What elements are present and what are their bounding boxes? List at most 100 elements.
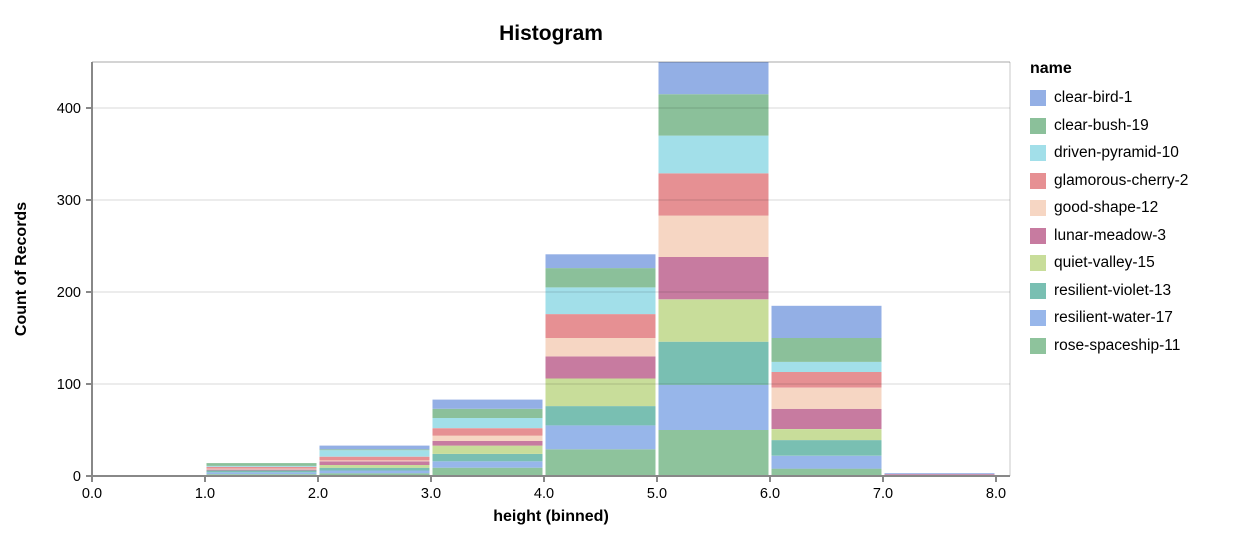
legend-item-label: clear-bird-1: [1054, 89, 1133, 106]
x-tick-label: 1.0: [195, 486, 215, 502]
legend-item-label: lunar-meadow-3: [1054, 226, 1166, 244]
bar-segment: [319, 450, 430, 457]
y-tick-label: 400: [57, 101, 81, 117]
bar-segment: [319, 460, 430, 462]
bar-segment: [432, 467, 543, 476]
legend-title: name: [1030, 60, 1072, 77]
bar-segment: [206, 468, 317, 470]
bar-segment: [658, 299, 769, 342]
bar-segment: [771, 455, 882, 469]
x-tick-label: 0.0: [82, 486, 102, 502]
legend-item: quiet-valley-15: [1030, 255, 1188, 271]
legend-swatch-icon: [1030, 337, 1046, 354]
bar-segment: [658, 173, 769, 216]
x-tick-label: 8.0: [986, 486, 1006, 502]
legend-item-label: glamorous-cherry-2: [1054, 171, 1189, 189]
legend-item-label: driven-pyramid-10: [1054, 144, 1179, 161]
bar-segment: [545, 338, 656, 357]
bar-segment: [432, 399, 543, 409]
bar-segment: [884, 474, 995, 476]
y-axis-title: Count of Records: [13, 201, 30, 337]
legend-item: rose-spaceship-11: [1030, 336, 1188, 354]
legend-item-label: rose-spaceship-11: [1054, 336, 1181, 354]
legend-item-label: quiet-valley-15: [1054, 254, 1155, 271]
bar-segment: [432, 418, 543, 429]
bar-segment: [545, 425, 656, 450]
legend-item: driven-pyramid-10: [1030, 145, 1188, 161]
bar-segment: [432, 435, 543, 441]
bar-segment: [432, 453, 543, 462]
legend-items: clear-bird-1 clear-bush-19 driven-pyramid-…: [1030, 90, 1188, 354]
bar-segment: [432, 428, 543, 436]
y-tick-label: 0: [73, 469, 81, 485]
x-tick-label: 6.0: [760, 486, 780, 502]
bar-segment: [206, 470, 317, 473]
bar-segment: [206, 469, 317, 471]
legend-item-label: good-shape-12: [1054, 199, 1159, 216]
x-tick-label: 5.0: [647, 486, 667, 502]
x-tick-label: 7.0: [873, 486, 893, 502]
legend-item-label: resilient-violet-13: [1054, 281, 1172, 299]
bar-segment: [545, 254, 656, 269]
legend-swatch-icon: [1030, 117, 1046, 134]
x-axis-title: height (binned): [493, 508, 609, 525]
bar-segment: [319, 465, 430, 468]
bar-segment: [771, 440, 882, 456]
bar-segment: [319, 456, 430, 461]
bar-segment: [319, 445, 430, 450]
legend-item: lunar-meadow-3: [1030, 226, 1188, 244]
bar-segment: [319, 467, 430, 471]
legend-item-label: resilient-water-17: [1054, 309, 1173, 326]
bar-segment: [658, 341, 769, 385]
bar-segment: [658, 384, 769, 430]
bar-segment: [319, 449, 430, 451]
legend-item: resilient-violet-13: [1030, 281, 1188, 299]
legend-item: clear-bush-19: [1030, 117, 1188, 134]
bar-segment: [658, 430, 769, 476]
bar-segment: [545, 449, 656, 476]
bar-segment: [319, 470, 430, 474]
bar-segment: [658, 135, 769, 174]
legend: name clear-bird-1 clear-bush-19 driven-pyr…: [1030, 60, 1188, 354]
x-tick-label: 2.0: [308, 486, 328, 502]
bar-segment: [545, 356, 656, 379]
legend-item: good-shape-12: [1030, 200, 1188, 216]
legend-swatch-icon: [1030, 282, 1046, 299]
bar-segment: [432, 441, 543, 446]
bar-segment: [545, 268, 656, 288]
bar-segment: [206, 472, 317, 475]
y-tick-label: 100: [57, 377, 81, 393]
bar-segment: [771, 429, 882, 441]
bar-segment: [432, 461, 543, 468]
bar-segment: [319, 473, 430, 476]
bar-segment: [206, 466, 317, 469]
legend-swatch-icon: [1030, 310, 1046, 326]
bar-segment: [884, 473, 995, 475]
legend-swatch-icon: [1030, 90, 1046, 106]
bar-segment: [658, 215, 769, 257]
legend-swatch-icon: [1030, 255, 1046, 271]
bar-segment: [658, 94, 769, 136]
bar-segment: [658, 62, 769, 95]
legend-swatch-icon: [1030, 200, 1046, 216]
legend-swatch-icon: [1030, 172, 1046, 189]
bar-segment: [771, 387, 882, 409]
bar-segment: [319, 461, 430, 465]
bar-segment: [771, 305, 882, 338]
legend-item: glamorous-cherry-2: [1030, 171, 1189, 189]
bar-segment: [545, 314, 656, 338]
legend-swatch-icon: [1030, 227, 1046, 244]
bar-segment: [771, 338, 882, 362]
chart-title: Histogram: [499, 22, 603, 45]
bar-segment: [206, 465, 317, 467]
x-tick-label: 4.0: [534, 486, 554, 502]
bar-segment: [545, 287, 656, 315]
x-tick-label: 3.0: [421, 486, 441, 502]
y-tick-label: 200: [57, 285, 81, 301]
legend-swatch-icon: [1030, 145, 1046, 161]
bar-segment: [771, 372, 882, 388]
legend-item: resilient-water-17: [1030, 310, 1188, 326]
bar-segment: [771, 361, 882, 372]
